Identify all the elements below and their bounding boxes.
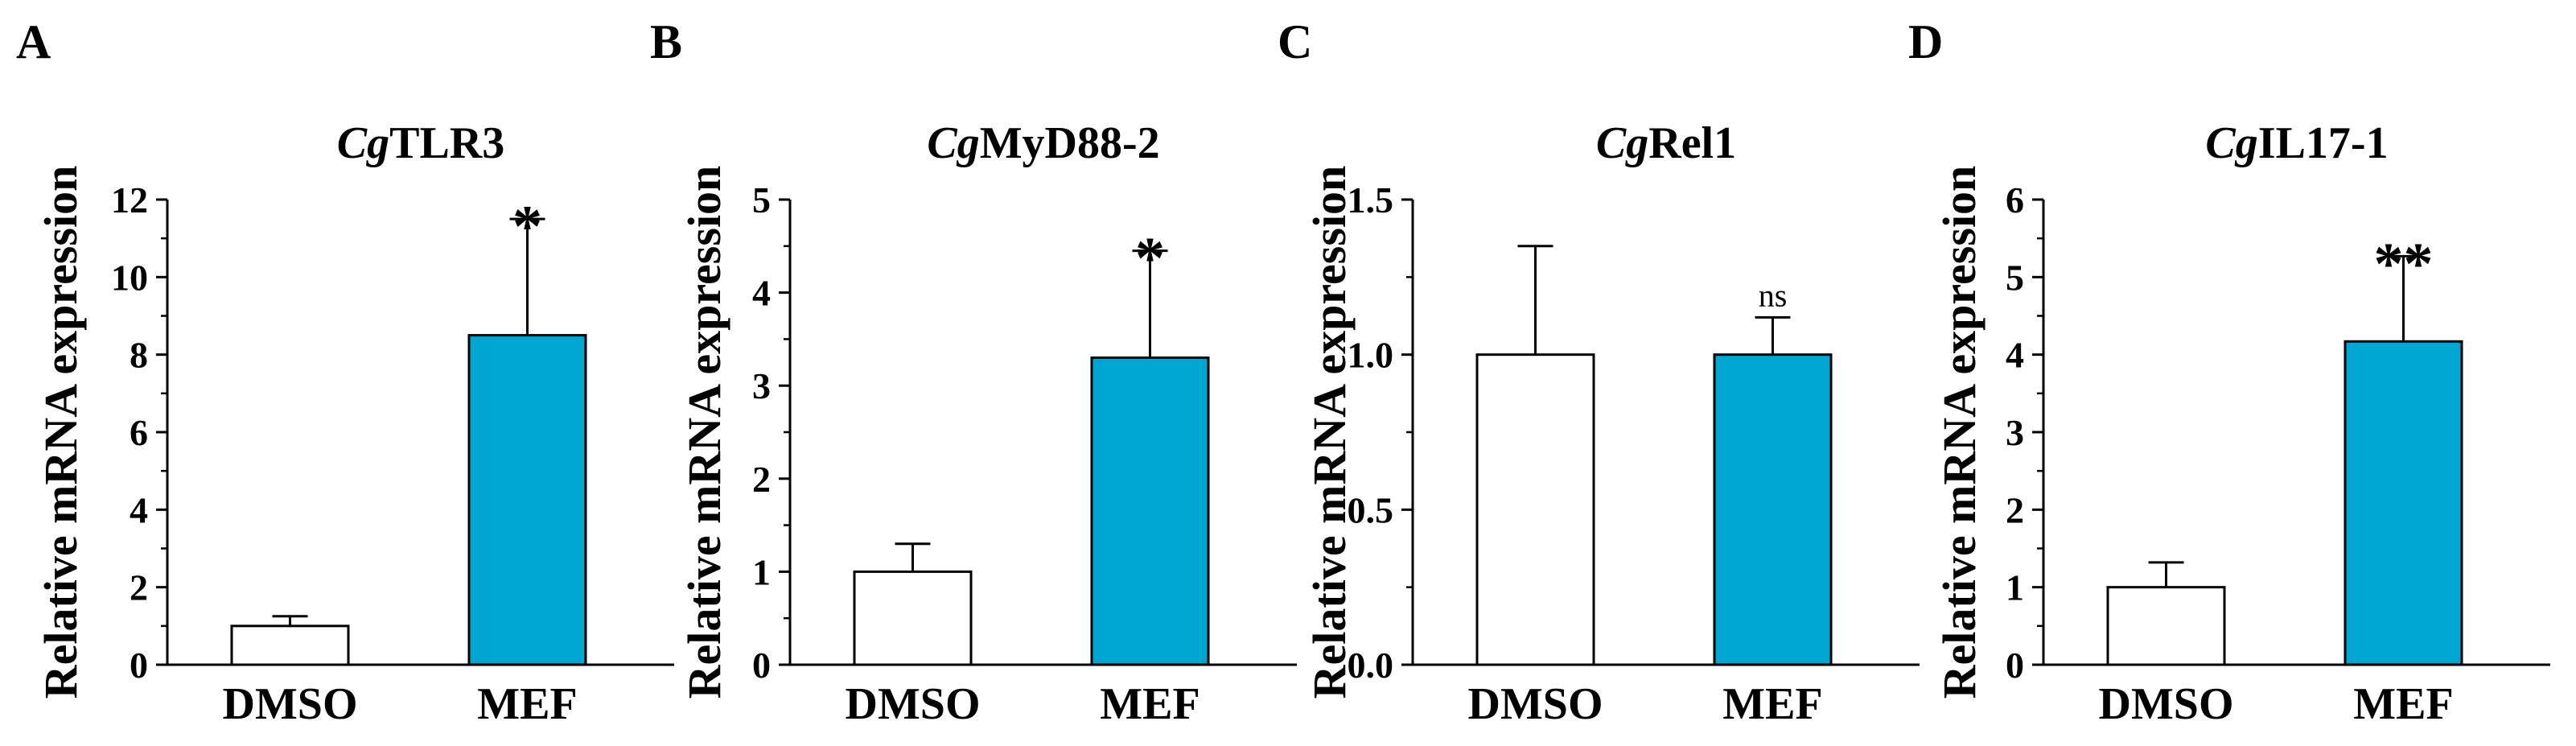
chart-title-prefix: Cg xyxy=(2205,118,2257,168)
bar-mef xyxy=(1090,357,1210,666)
y-tick-label: 4 xyxy=(2006,335,2024,376)
x-tick-label: MEF xyxy=(477,679,577,729)
x-tick-label: MEF xyxy=(2353,679,2453,729)
y-tick-label: 1.0 xyxy=(1348,335,1394,376)
chart-title-suffix: TLR3 xyxy=(389,118,504,168)
significance-label: * xyxy=(512,194,542,260)
y-tick-label: 0.0 xyxy=(1348,645,1394,686)
panel-letter: A xyxy=(16,15,51,68)
y-tick-label: 0 xyxy=(130,645,148,686)
y-tick-label: 12 xyxy=(111,179,148,221)
y-tick-label: 8 xyxy=(130,335,148,376)
y-tick-label: 0 xyxy=(2006,645,2024,686)
y-tick-label: 10 xyxy=(111,257,148,298)
chart-panel-b: B CgMyD88-2 Relative mRNA expression 0 1 2 3 4 5… xyxy=(650,15,1297,729)
bar-dmso xyxy=(2106,586,2226,666)
chart-title: CgTLR3 xyxy=(337,118,505,168)
chart-title-prefix: Cg xyxy=(337,118,389,168)
y-tick-label: 1 xyxy=(752,551,771,592)
y-tick-label: 6 xyxy=(130,412,148,453)
chart-title-suffix: MyD88-2 xyxy=(980,118,1160,168)
y-tick-label: 4 xyxy=(752,273,771,314)
panel-letter: B xyxy=(650,15,682,68)
chart-title: CgIL17-1 xyxy=(2205,118,2388,168)
x-tick-label: MEF xyxy=(1722,679,1822,729)
bar-mef xyxy=(2344,340,2463,666)
chart-title-suffix: IL17-1 xyxy=(2258,118,2389,168)
y-tick-label: 4 xyxy=(130,489,148,530)
bar-mef xyxy=(1713,353,1833,666)
chart-title-prefix: Cg xyxy=(1596,118,1648,168)
y-axis-label: Relative mRNA expression xyxy=(1933,166,1985,699)
y-axis-label: Relative mRNA expression xyxy=(1303,166,1356,699)
x-tick-label: DMSO xyxy=(1468,679,1603,729)
y-tick-label: 0 xyxy=(752,645,771,686)
y-tick-label: 6 xyxy=(2006,179,2024,221)
y-tick-label: 5 xyxy=(752,179,771,221)
bar-mef xyxy=(467,334,587,666)
y-tick-label: 1 xyxy=(2006,567,2024,608)
chart-title: CgMyD88-2 xyxy=(927,118,1159,168)
y-tick-label: 1.5 xyxy=(1348,179,1394,221)
y-axis-label: Relative mRNA expression xyxy=(678,166,730,699)
y-axis-label: Relative mRNA expression xyxy=(35,166,87,699)
y-tick-label: 2 xyxy=(2006,489,2024,530)
chart-title-suffix: Rel1 xyxy=(1648,118,1736,168)
significance-label: ns xyxy=(1759,277,1788,313)
bar-dmso xyxy=(230,624,350,666)
chart-title: CgRel1 xyxy=(1596,118,1736,168)
y-tick-label: 0.5 xyxy=(1348,489,1394,530)
y-tick-label: 2 xyxy=(130,567,148,608)
panel-letter: C xyxy=(1278,15,1312,68)
y-tick-label: 5 xyxy=(2006,257,2024,298)
y-tick-label: 2 xyxy=(752,459,771,500)
y-tick-label: 3 xyxy=(752,365,771,406)
y-tick-label: 3 xyxy=(2006,412,2024,453)
bar-dmso xyxy=(853,570,973,666)
significance-label: * xyxy=(1135,226,1165,292)
chart-title-prefix: Cg xyxy=(927,118,979,168)
bar-dmso xyxy=(1475,353,1595,666)
panel-letter: D xyxy=(1908,15,1943,68)
significance-label: ** xyxy=(2374,231,2434,297)
chart-panel-d: D CgIL17-1 Relative mRNA expression 0 1 2 3 4 5 6… xyxy=(1908,15,2550,729)
x-tick-label: MEF xyxy=(1100,679,1200,729)
chart-panel-a: A CgTLR3 Relative mRNA expression 0 2 4 6 8 10 12… xyxy=(16,15,674,729)
x-tick-label: DMSO xyxy=(223,679,358,729)
x-tick-label: DMSO xyxy=(846,679,981,729)
x-tick-label: DMSO xyxy=(2099,679,2234,729)
